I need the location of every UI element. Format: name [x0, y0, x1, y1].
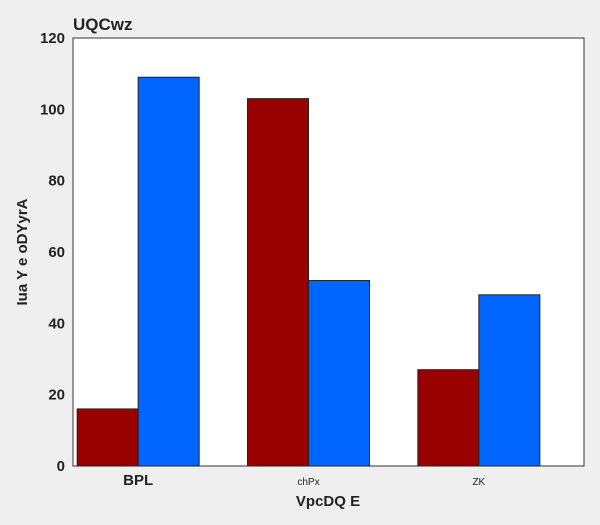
- x-tick-label: chPx: [297, 477, 319, 488]
- y-tick-label: 100: [40, 101, 65, 118]
- y-tick-label: 40: [48, 315, 65, 332]
- bars-group: [76, 76, 541, 467]
- chart-title: UQCwz: [73, 15, 133, 34]
- y-tick-label: 120: [40, 30, 65, 47]
- bar-ZK-series-2: [478, 294, 541, 467]
- y-tick-label: 20: [48, 387, 65, 404]
- bar-BPL-series-1: [76, 408, 139, 467]
- x-axis-label: VpcDQ E: [296, 493, 360, 510]
- bar-chPx-series-1: [247, 98, 309, 467]
- x-tick-label: BPL: [123, 472, 153, 489]
- y-axis: 0 20 40 60 80 100 120: [40, 30, 65, 475]
- bar-chPx-series-2: [308, 280, 370, 467]
- bar-BPL-series-2: [137, 76, 200, 467]
- x-axis: BPL chPx ZK: [123, 472, 485, 489]
- y-tick-label: 60: [48, 244, 65, 261]
- y-tick-label: 80: [48, 173, 65, 190]
- y-tick-label: 0: [57, 458, 65, 475]
- bar-ZK-series-1: [417, 369, 480, 467]
- x-tick-label: ZK: [472, 477, 485, 488]
- y-axis-label: Iua Y e oDYyrA: [14, 198, 31, 305]
